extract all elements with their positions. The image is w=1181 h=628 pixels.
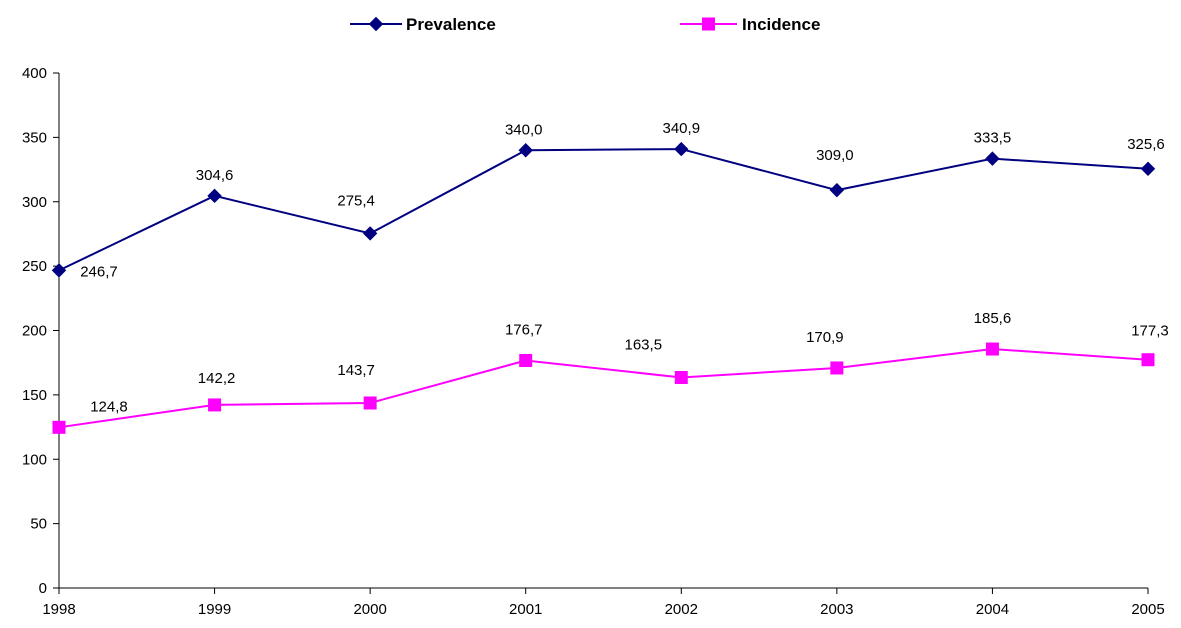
series-layer — [51, 141, 1156, 434]
y-tick-label: 0 — [39, 580, 47, 597]
y-tick-label: 250 — [22, 258, 47, 275]
series-marker-prevalence — [362, 226, 378, 241]
data-label-incidence: 170,9 — [806, 329, 844, 346]
data-label-incidence: 124,8 — [90, 398, 128, 415]
data-label-prevalence: 304,6 — [196, 167, 234, 184]
series-marker-incidence — [985, 342, 999, 356]
series-marker-incidence — [52, 420, 66, 434]
data-label-incidence: 176,7 — [505, 321, 543, 338]
legend-item-prevalence: Prevalence — [350, 15, 496, 34]
data-label-incidence: 143,7 — [337, 362, 375, 379]
series-line-incidence — [58, 348, 1149, 429]
data-label-incidence: 163,5 — [625, 336, 663, 353]
x-tick-label: 2003 — [820, 601, 853, 618]
series-marker-incidence — [363, 396, 377, 410]
data-labels: 246,7 304,6 275,4 340,0 340,9 309,0 333,5 325,6… — [80, 120, 1169, 415]
legend-label: Incidence — [742, 15, 820, 34]
data-label-incidence: 185,6 — [974, 310, 1012, 327]
legend-marker — [702, 17, 715, 31]
data-label-incidence: 177,3 — [1131, 323, 1169, 340]
series-marker-incidence — [519, 353, 533, 367]
series-marker-prevalence — [207, 188, 222, 204]
series-marker-incidence — [1141, 353, 1155, 367]
series-marker-prevalence — [1140, 161, 1156, 176]
legend-item-incidence: Incidence — [680, 15, 820, 34]
series-marker-incidence — [674, 370, 688, 384]
y-tick-label: 200 — [22, 323, 47, 340]
data-label-incidence: 142,2 — [198, 370, 236, 387]
x-tick-label: 1998 — [42, 601, 75, 618]
x-tick-label: 2000 — [353, 601, 386, 618]
y-tick-label: 50 — [30, 516, 47, 533]
series-marker-incidence — [208, 398, 222, 412]
series-marker-incidence — [830, 361, 844, 375]
legend-marker — [368, 16, 384, 32]
data-label-prevalence: 340,9 — [663, 120, 701, 137]
series-line-prevalence — [58, 148, 1149, 272]
y-tick-label: 400 — [22, 65, 47, 82]
data-label-prevalence: 325,6 — [1127, 136, 1165, 153]
data-label-prevalence: 340,0 — [505, 121, 543, 138]
x-tick-label: 2005 — [1131, 601, 1164, 618]
series-marker-prevalence — [518, 143, 533, 158]
axes: 0 50 100 150 200 250 300 350 400 1998 1999 2000 2001… — [22, 65, 1165, 618]
data-label-prevalence: 333,5 — [974, 130, 1012, 147]
legend: Prevalence Incidence — [350, 15, 820, 34]
x-tick-label: 2004 — [976, 601, 1009, 618]
series-marker-prevalence — [674, 141, 689, 157]
y-tick-label: 350 — [22, 129, 47, 146]
y-tick-label: 100 — [22, 451, 47, 468]
data-label-prevalence: 275,4 — [337, 192, 375, 209]
series-marker-prevalence — [51, 263, 67, 278]
y-tick-label: 300 — [22, 194, 47, 211]
x-tick-label: 2001 — [509, 601, 542, 618]
x-tick-label: 1999 — [198, 601, 231, 618]
x-tick-label: 2002 — [665, 601, 698, 618]
data-label-prevalence: 246,7 — [80, 263, 118, 280]
data-label-prevalence: 309,0 — [816, 147, 854, 164]
series-marker-prevalence — [829, 182, 845, 198]
y-tick-label: 150 — [22, 387, 47, 404]
series-marker-prevalence — [985, 151, 1000, 166]
legend-label: Prevalence — [406, 15, 496, 34]
